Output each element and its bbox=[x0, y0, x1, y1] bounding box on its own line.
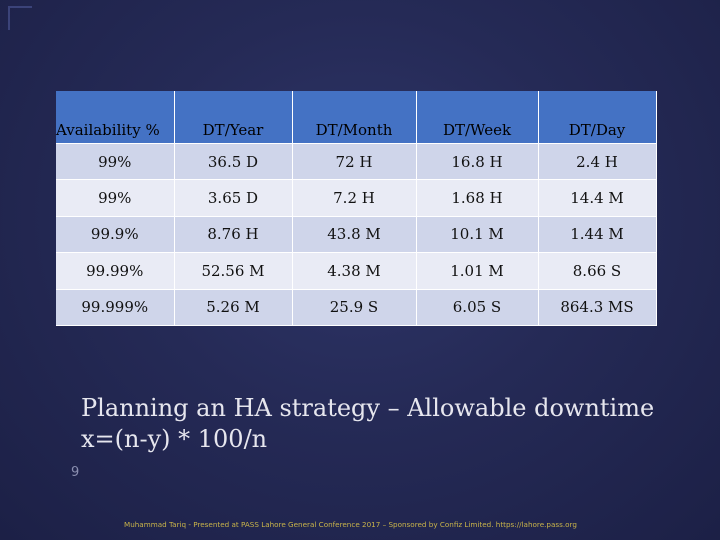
table-cell: 3.65 D bbox=[174, 179, 293, 217]
table-cell: 72 H bbox=[292, 143, 417, 181]
table-cell: 6.05 S bbox=[416, 289, 539, 327]
table-cell: 25.9 S bbox=[292, 289, 417, 327]
table-cell: 99.9% bbox=[56, 216, 175, 254]
slide-title: Planning an HA strategy – Allowable down… bbox=[81, 393, 654, 455]
table-cell: 99.99% bbox=[56, 252, 175, 290]
table-cell: 1.01 M bbox=[416, 252, 539, 290]
header-dt-day: DT/Day bbox=[538, 91, 657, 144]
table-cell: 16.8 H bbox=[416, 143, 539, 181]
table-row: 99% 36.5 D 72 H 16.8 H 2.4 H bbox=[56, 143, 657, 181]
table-cell: 99% bbox=[56, 143, 175, 181]
table-cell: 52.56 M bbox=[174, 252, 293, 290]
slide-footer: Muhammad Tariq - Presented at PASS Lahor… bbox=[124, 520, 577, 529]
table-cell: 99% bbox=[56, 179, 175, 217]
table-cell: 864.3 MS bbox=[538, 289, 657, 327]
slide-title-line1: Planning an HA strategy – Allowable down… bbox=[81, 394, 655, 422]
table-row: 99.9% 8.76 H 43.8 M 10.1 M 1.44 M bbox=[56, 216, 657, 254]
table-cell: 14.4 M bbox=[538, 179, 657, 217]
table-cell: 8.66 S bbox=[538, 252, 657, 290]
table-cell: 1.44 M bbox=[538, 216, 657, 254]
table-row: 99% 3.65 D 7.2 H 1.68 H 14.4 M bbox=[56, 179, 657, 217]
table-row: 99.99% 52.56 M 4.38 M 1.01 M 8.66 S bbox=[56, 252, 657, 290]
table-cell: 4.38 M bbox=[292, 252, 417, 290]
downtime-table: Availability % DT/Year DT/Month DT/Week … bbox=[56, 91, 657, 327]
table-cell: 36.5 D bbox=[174, 143, 293, 181]
header-availability: Availability % bbox=[56, 91, 175, 144]
header-dt-month: DT/Month bbox=[292, 91, 417, 144]
table-cell: 99.999% bbox=[56, 289, 175, 327]
corner-decoration bbox=[8, 6, 32, 30]
table-cell: 1.68 H bbox=[416, 179, 539, 217]
table-cell: 5.26 M bbox=[174, 289, 293, 327]
table-cell: 7.2 H bbox=[292, 179, 417, 217]
table-cell: 8.76 H bbox=[174, 216, 293, 254]
slide-title-line2: x=(n-y) * 100/n bbox=[81, 425, 268, 453]
table-cell: 2.4 H bbox=[538, 143, 657, 181]
table-header-row: Availability % DT/Year DT/Month DT/Week … bbox=[56, 91, 657, 144]
table-cell: 43.8 M bbox=[292, 216, 417, 254]
slide-number: 9 bbox=[71, 465, 80, 480]
table-row: 99.999% 5.26 M 25.9 S 6.05 S 864.3 MS bbox=[56, 289, 657, 327]
header-dt-year: DT/Year bbox=[174, 91, 293, 144]
header-dt-week: DT/Week bbox=[416, 91, 539, 144]
table-cell: 10.1 M bbox=[416, 216, 539, 254]
